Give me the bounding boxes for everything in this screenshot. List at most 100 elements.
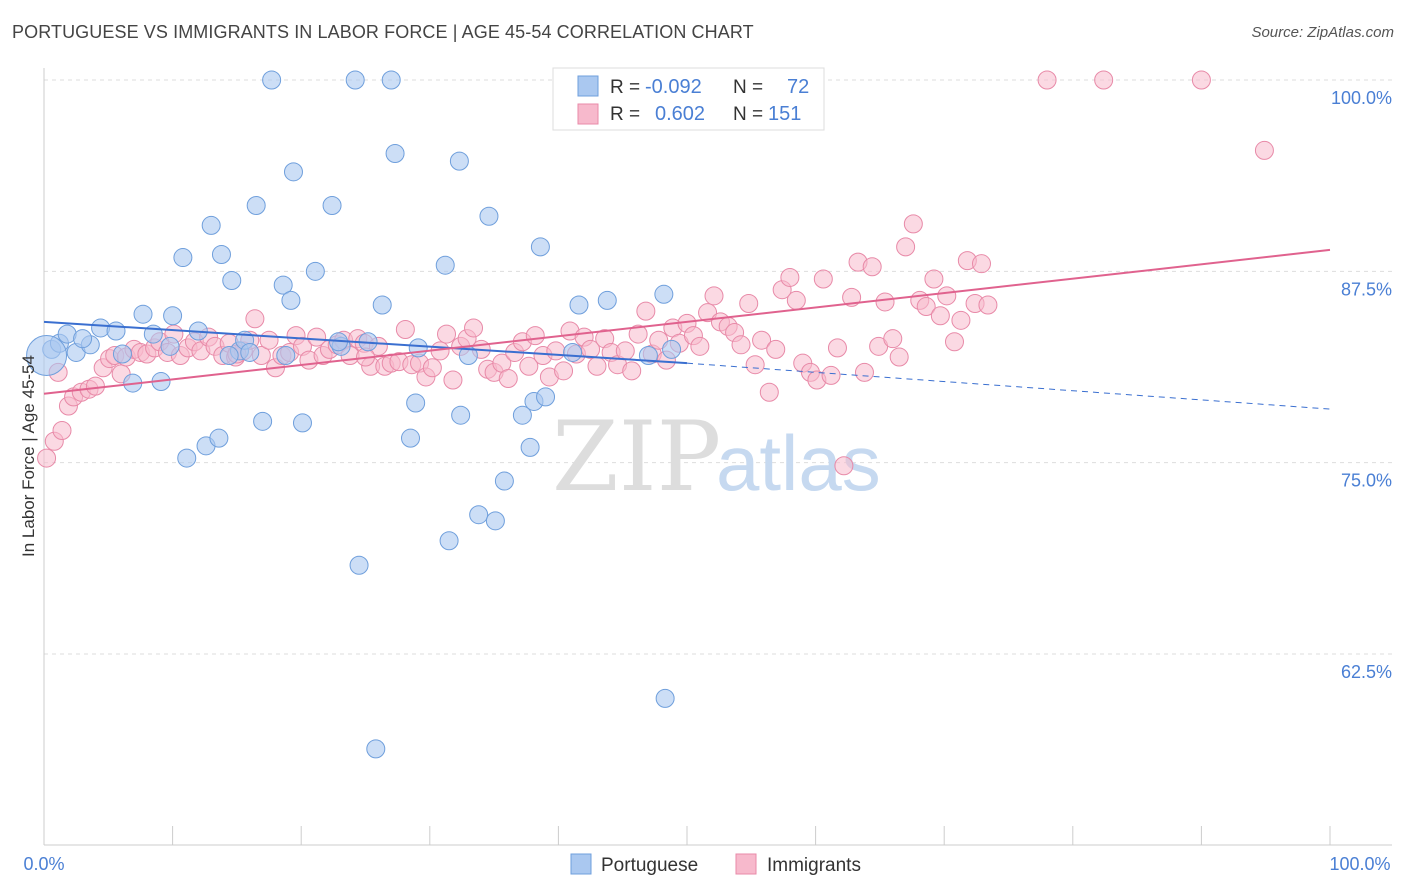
portuguese-point	[449, 151, 469, 171]
bottom-legend-label-portuguese: Portuguese	[601, 855, 698, 876]
portuguese-point	[219, 346, 239, 366]
immigrants-point	[896, 237, 916, 257]
immigrants-point	[930, 306, 950, 326]
portuguese-point	[281, 290, 301, 310]
legend-n-label-portuguese: N =	[733, 77, 763, 98]
immigrants-point	[554, 361, 574, 381]
immigrants-point	[731, 335, 751, 355]
immigrants-point	[1037, 70, 1057, 90]
portuguese-point	[26, 335, 68, 377]
immigrants-point	[1191, 70, 1211, 90]
immigrants-point	[37, 448, 57, 468]
immigrants-point	[875, 292, 895, 312]
bottom-legend-swatch-portuguese	[570, 853, 592, 875]
watermark-zip: ZIP	[552, 401, 721, 513]
immigrants-point	[698, 303, 718, 323]
watermark: ZIP atlas	[552, 401, 881, 513]
immigrants-point	[951, 310, 971, 330]
immigrants-point	[827, 338, 847, 358]
y-tick-label: 87.5%	[1341, 279, 1392, 299]
immigrants-trend	[43, 248, 1331, 395]
immigrants-point	[395, 319, 415, 339]
portuguese-point	[655, 688, 675, 708]
immigrants-point	[636, 301, 656, 321]
immigrants-point	[971, 254, 991, 274]
portuguese-point	[222, 271, 242, 291]
immigrants-point	[704, 286, 724, 306]
immigrants-point	[786, 290, 806, 310]
portuguese-point	[177, 448, 197, 468]
portuguese-point	[133, 304, 153, 324]
immigrants-point	[649, 330, 669, 350]
x-tick-label-min: 0.0%	[23, 854, 64, 874]
portuguese-point	[439, 531, 459, 551]
immigrants-point	[766, 339, 786, 359]
y-tick-label: 100.0%	[1331, 88, 1392, 108]
legend-r-label-immigrants: R =	[610, 104, 640, 125]
portuguese-point	[160, 336, 180, 356]
legend-r-label-portuguese: R =	[610, 77, 640, 98]
portuguese-point	[322, 196, 342, 216]
y-tick-label: 62.5%	[1341, 662, 1392, 682]
immigrants-point	[690, 336, 710, 356]
portuguese-point	[201, 215, 221, 235]
portuguese-point	[597, 290, 617, 310]
immigrants-point	[443, 370, 463, 390]
portuguese-point	[520, 437, 540, 457]
portuguese-point	[305, 261, 325, 281]
portuguese-point	[209, 428, 229, 448]
portuguese-point	[276, 346, 296, 366]
immigrants-point	[52, 421, 72, 441]
immigrants-point	[937, 286, 957, 306]
immigrants-point	[916, 297, 936, 317]
immigrants-point	[821, 365, 841, 385]
immigrants-point	[924, 269, 944, 289]
portuguese-trend-solid	[43, 320, 688, 365]
immigrants-point	[1254, 140, 1274, 160]
immigrants-point	[437, 324, 457, 344]
immigrants-point	[259, 330, 279, 350]
portuguese-point	[91, 318, 111, 338]
portuguese-point	[372, 295, 392, 315]
portuguese-point	[408, 338, 428, 358]
legend-n-value-portuguese: 72	[787, 76, 809, 98]
immigrants-point	[862, 257, 882, 277]
immigrants-point	[85, 376, 105, 396]
legend-r-value-portuguese: -0.092	[645, 76, 702, 98]
bottom-legend-label-immigrants: Immigrants	[767, 855, 861, 876]
portuguese-point	[253, 411, 273, 431]
legend-r-value-immigrants: 0.602	[655, 103, 705, 125]
portuguese-point	[406, 393, 426, 413]
gridlines	[44, 79, 1392, 655]
portuguese-point	[530, 237, 550, 257]
immigrants-point	[978, 295, 998, 315]
immigrants-point	[752, 330, 772, 350]
portuguese-point	[292, 413, 312, 433]
portuguese-point	[345, 70, 365, 90]
portuguese-point	[479, 206, 499, 226]
immigrants-point	[464, 318, 484, 338]
portuguese-point	[112, 344, 132, 364]
portuguese-point	[163, 306, 183, 326]
immigrants-point	[813, 269, 833, 289]
portuguese-point	[563, 342, 583, 362]
portuguese-point	[381, 70, 401, 90]
x-ticks	[43, 826, 1331, 845]
immigrants-point	[525, 326, 545, 346]
portuguese-point	[283, 162, 303, 182]
immigrants-point	[759, 382, 779, 402]
legend-n-value-immigrants: 151	[768, 103, 801, 125]
bottom-legend: Portuguese Immigrants	[570, 853, 861, 876]
y-tick-labels: 62.5% 75.0% 87.5% 100.0%	[1331, 88, 1392, 682]
immigrants-point	[546, 341, 566, 361]
series-portuguese	[26, 70, 682, 759]
portuguese-point	[485, 511, 505, 531]
portuguese-point	[662, 339, 682, 359]
immigrants-point	[883, 329, 903, 349]
immigrants-point	[834, 456, 854, 476]
immigrants-point	[307, 327, 327, 347]
immigrants-point	[1094, 70, 1114, 90]
legend-swatch-portuguese	[577, 75, 599, 97]
immigrants-point	[498, 368, 518, 388]
legend-n-label-immigrants: N =	[733, 104, 763, 125]
